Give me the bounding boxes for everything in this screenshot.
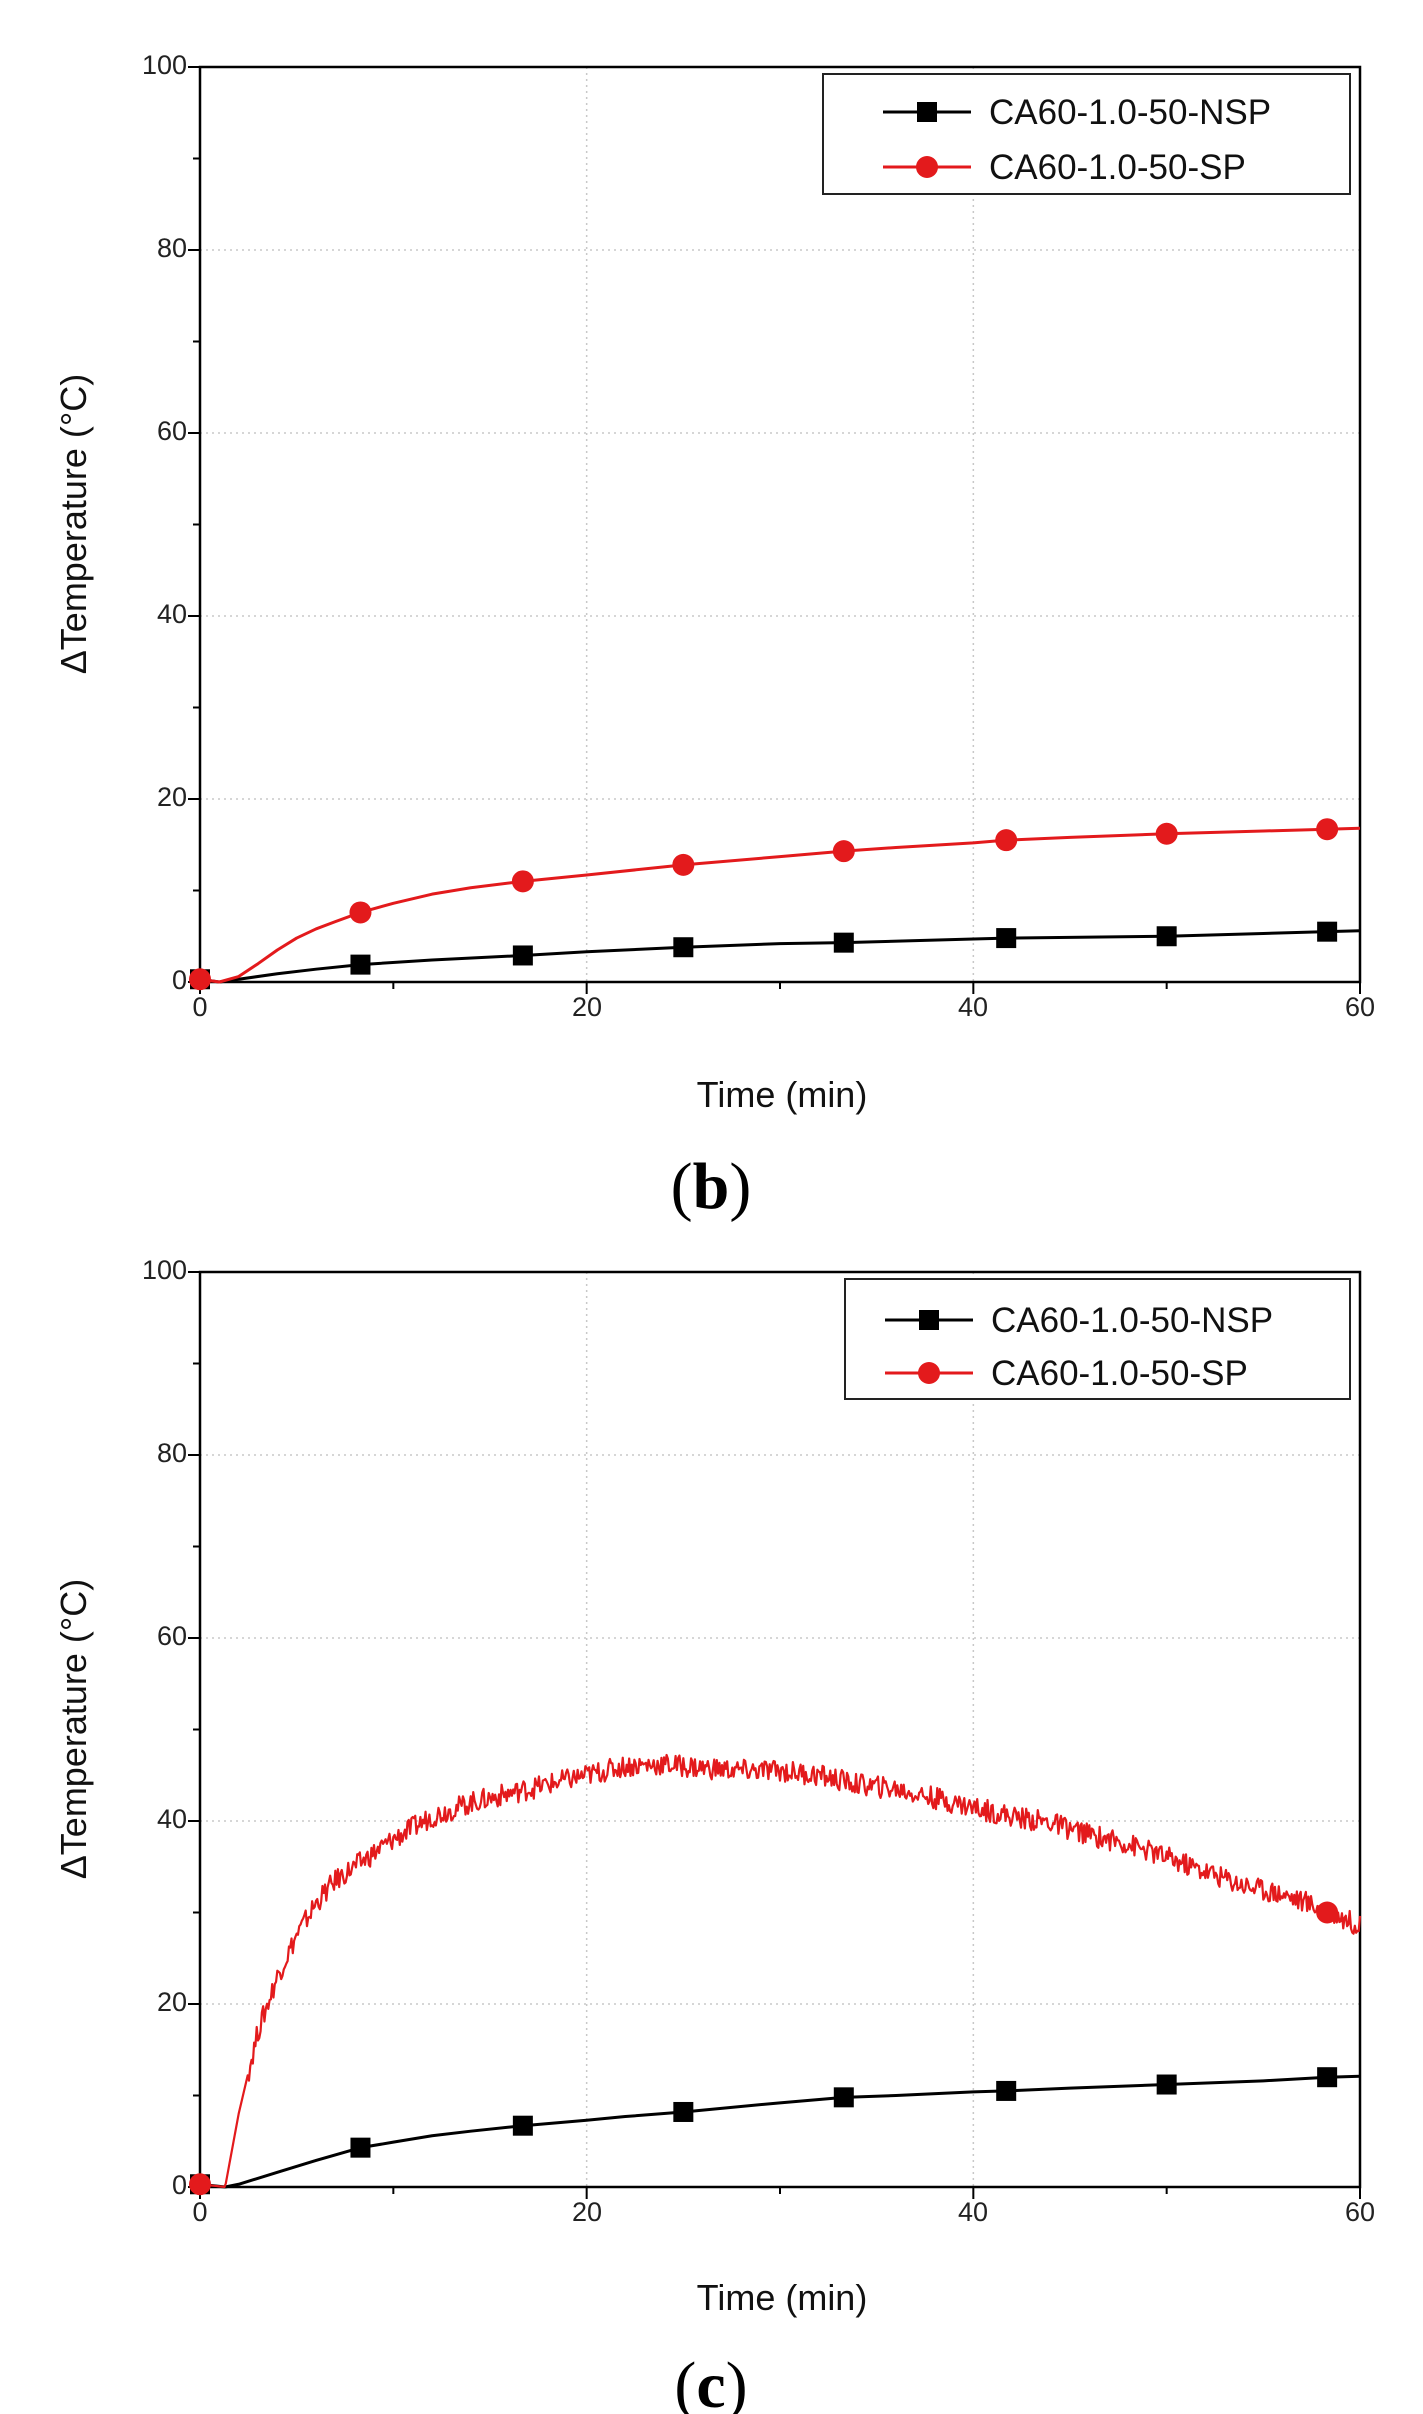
data-point-square: [350, 954, 371, 975]
panel-letter-b: b: [693, 1150, 730, 1223]
y-tick-label-0: 0: [172, 965, 187, 995]
y-tick-label-0: 0: [172, 2170, 187, 2200]
y-tick-label-100: 100: [142, 50, 187, 80]
x-tick-label-60: 60: [1345, 992, 1375, 1022]
series-line: [199, 929, 1361, 984]
data-point-square: [1317, 921, 1338, 942]
data-point-square: [512, 945, 533, 966]
grid-b: [200, 67, 1360, 982]
data-point-square: [512, 2115, 533, 2136]
series-layer-b: [189, 818, 1361, 991]
data-point-circle: [1316, 818, 1339, 841]
data-point-square: [673, 2101, 694, 2122]
data-point-square: [1317, 2067, 1338, 2088]
panel-letter-c: c: [696, 2349, 725, 2414]
x-tick-label-40: 40: [958, 992, 988, 1022]
panel-label-c: (c): [674, 2349, 747, 2414]
grid-c: [200, 1272, 1360, 2187]
x-tick-label-40: 40: [958, 2197, 988, 2227]
data-point-square: [350, 2137, 371, 2158]
y-tick-label-40: 40: [157, 599, 187, 629]
data-point-square: [1156, 926, 1177, 947]
y-tick-label-60: 60: [157, 1621, 187, 1651]
legend-label-nsp: CA60-1.0-50-NSP: [989, 93, 1271, 132]
data-point-circle: [189, 968, 211, 991]
chart-panel-b: 0 20 40 60 80 100 0 20 40 60 Time (min) …: [53, 50, 1375, 1115]
series-line: [199, 2074, 1361, 2189]
legend-marker-sp: [916, 156, 938, 178]
legend-marker-sp: [918, 1362, 940, 1384]
legend-box: [822, 73, 1351, 195]
data-point-circle: [1316, 1901, 1339, 1924]
data-point-square: [673, 937, 694, 958]
legend-label-nsp: CA60-1.0-50-NSP: [991, 1301, 1273, 1340]
data-point-circle: [672, 853, 695, 876]
series-line: [199, 1753, 1362, 2189]
y-axis-title: ΔTemperature (°C): [53, 1579, 94, 1880]
y-tick-label-60: 60: [157, 416, 187, 446]
data-point-circle: [511, 870, 534, 893]
legend-c: CA60-1.0-50-NSP CA60-1.0-50-SP: [844, 1278, 1351, 1400]
data-point-square: [996, 928, 1017, 949]
x-axis-title: Time (min): [697, 2277, 868, 2318]
data-point-square: [833, 932, 854, 953]
chart-panel-c: 0 20 40 60 80 100 0 20 40 60 Time (min) …: [53, 1255, 1375, 2318]
y-tick-label-100: 100: [142, 1255, 187, 1285]
ticks-b: [188, 66, 1361, 994]
y-tick-label-20: 20: [157, 782, 187, 812]
legend-marker-nsp: [917, 102, 937, 122]
data-point-circle: [995, 829, 1018, 852]
y-tick-label-20: 20: [157, 1987, 187, 2017]
data-point-circle: [832, 840, 855, 863]
y-tick-label-40: 40: [157, 1804, 187, 1834]
data-point-circle: [189, 2173, 211, 2196]
panel-label-b: (b): [671, 1150, 752, 1223]
x-axis-title: Time (min): [697, 1074, 868, 1115]
y-axis-title: ΔTemperature (°C): [53, 374, 94, 675]
data-point-square: [996, 2080, 1017, 2101]
data-point-square: [1156, 2074, 1177, 2095]
legend-label-sp: CA60-1.0-50-SP: [989, 148, 1246, 187]
data-point-square: [833, 2087, 854, 2108]
y-tick-label-80: 80: [157, 233, 187, 263]
x-tick-label-20: 20: [572, 992, 602, 1022]
x-tick-label-0: 0: [192, 992, 207, 1022]
legend-label-sp: CA60-1.0-50-SP: [991, 1354, 1248, 1393]
x-tick-label-20: 20: [572, 2197, 602, 2227]
x-tick-label-60: 60: [1345, 2197, 1375, 2227]
data-point-circle: [349, 901, 372, 924]
series-layer-c: [189, 1753, 1362, 2196]
x-tick-label-0: 0: [192, 2197, 207, 2227]
legend-marker-nsp: [919, 1310, 939, 1330]
y-tick-label-80: 80: [157, 1438, 187, 1468]
data-point-circle: [1155, 822, 1178, 845]
legend-b: CA60-1.0-50-NSP CA60-1.0-50-SP: [822, 73, 1351, 195]
